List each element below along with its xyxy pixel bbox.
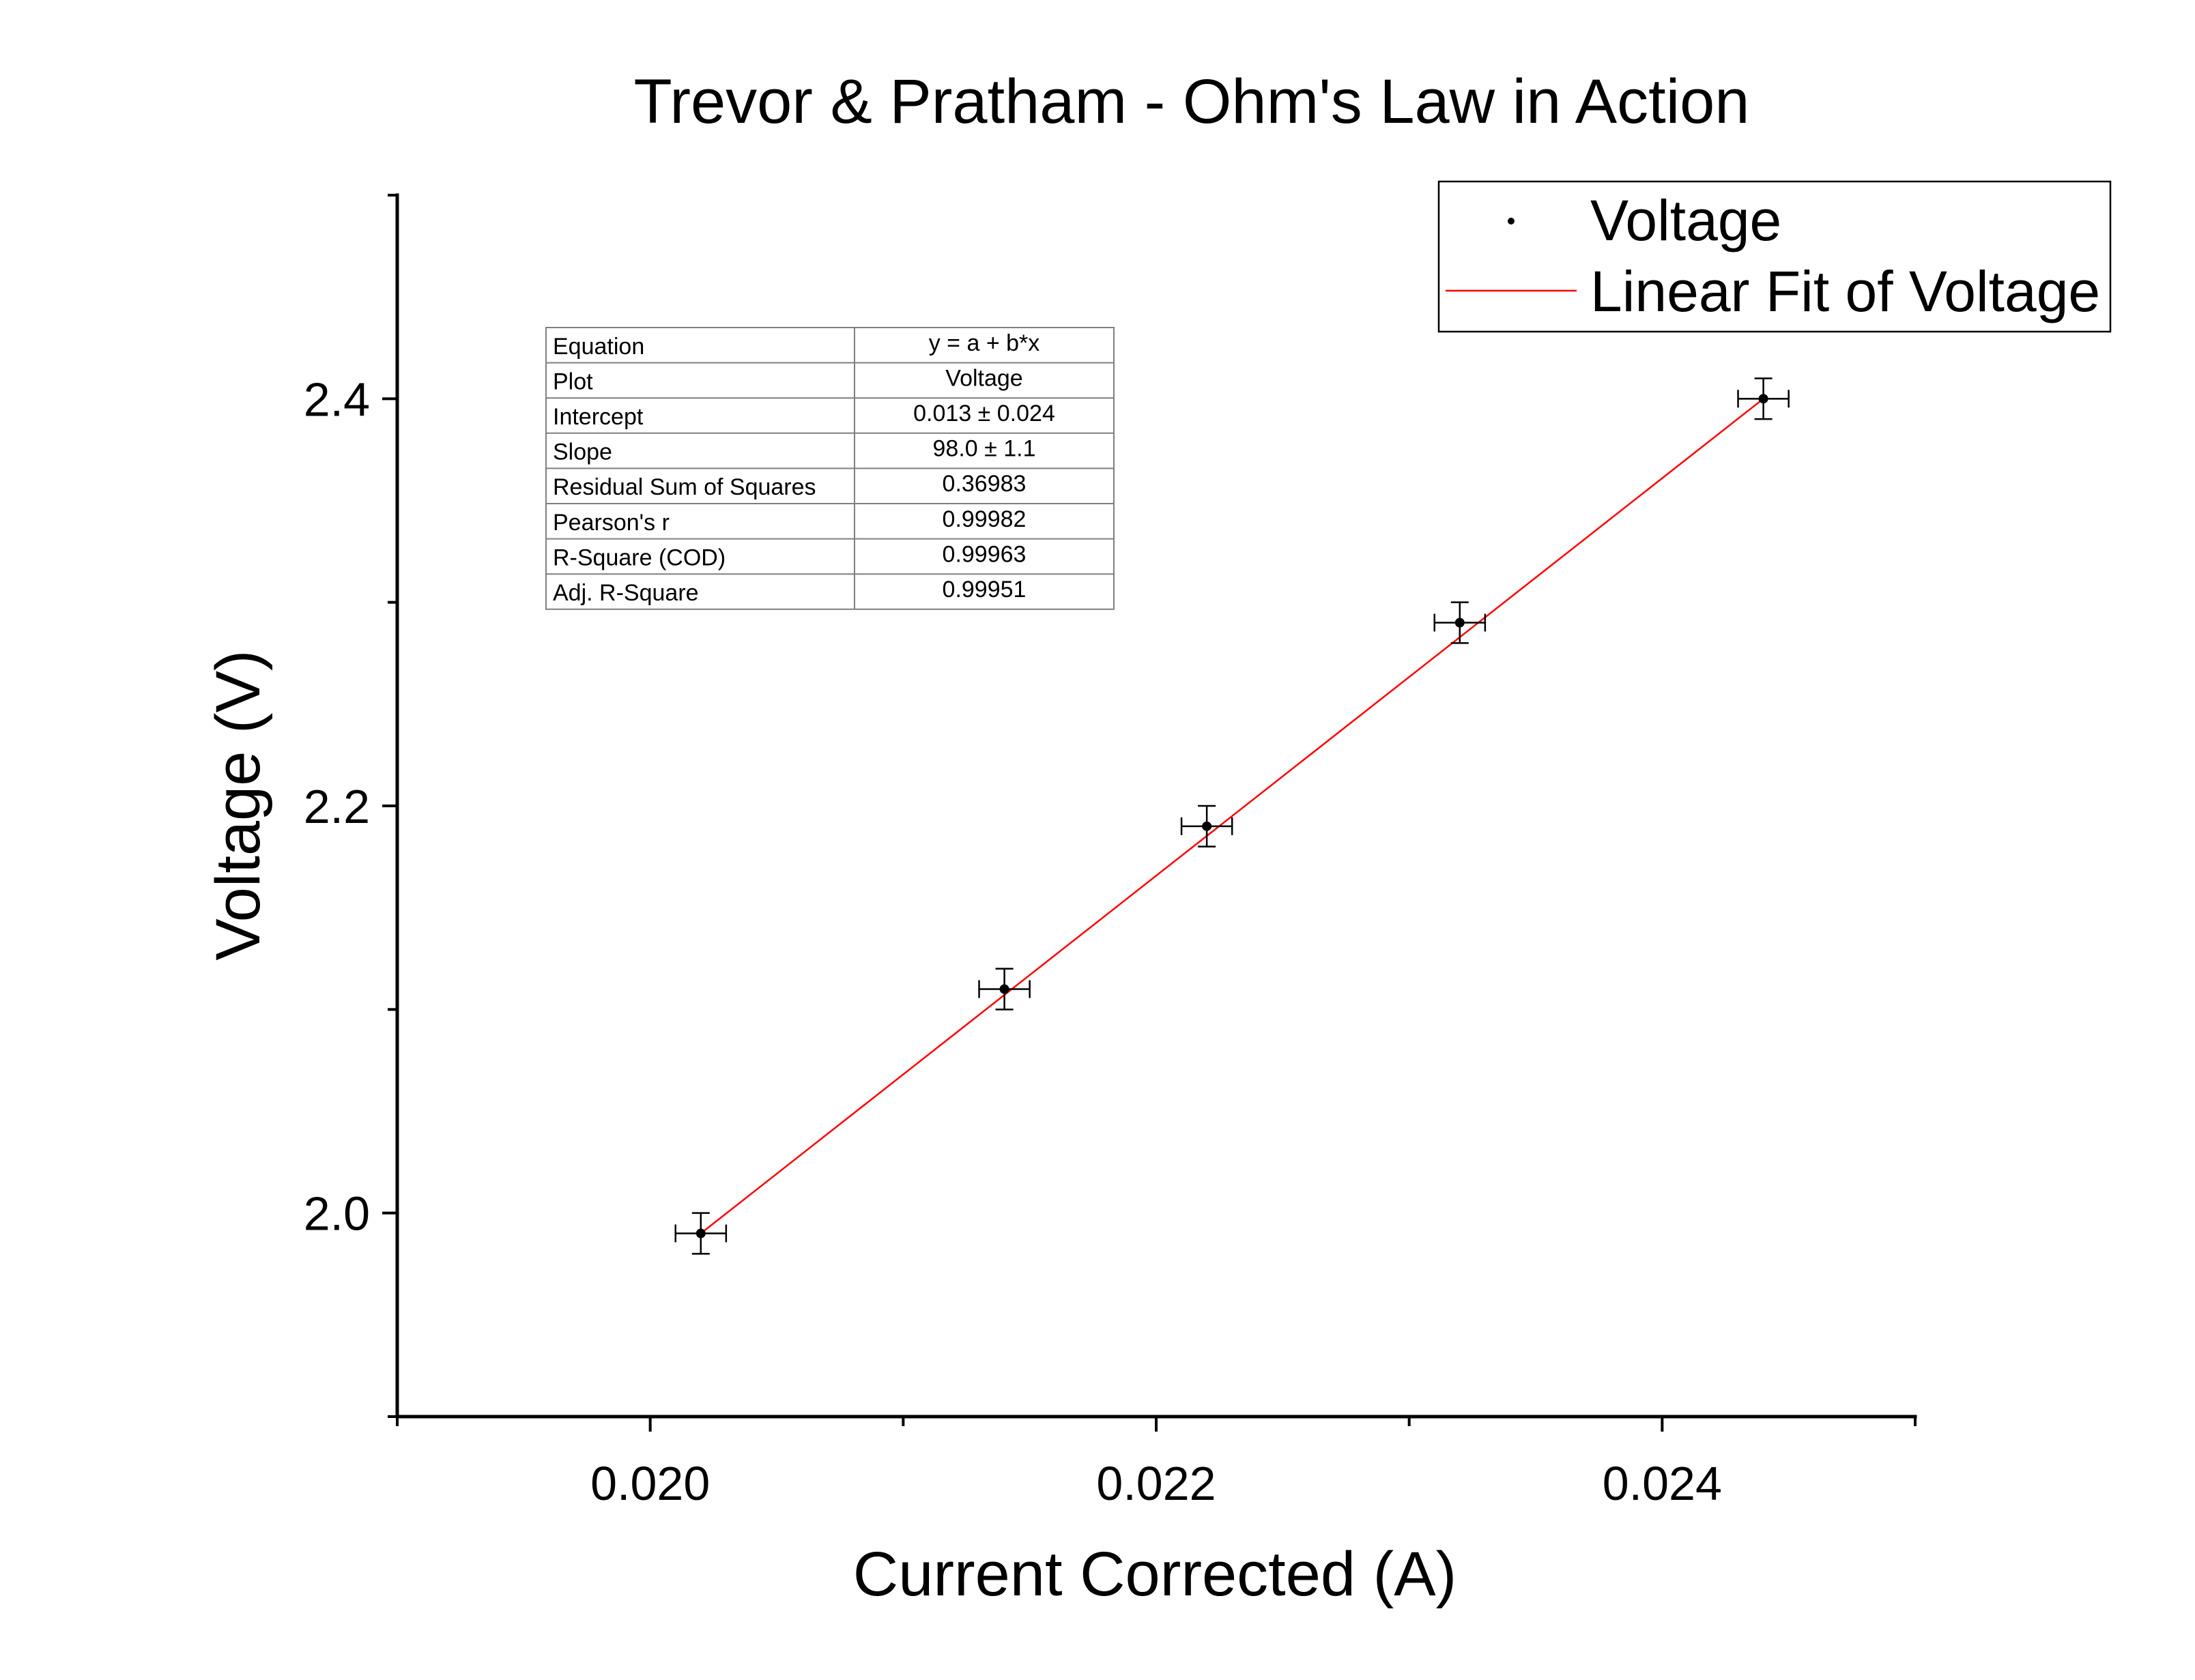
fit-line-group [700,398,1764,1234]
y-axis-ticks: 2.0 2.2 2.4 [304,194,397,1418]
data-point [1202,821,1212,831]
stats-table-value: 0.99982 [943,506,1027,532]
stats-table-value: 0.013 ± 0.024 [913,401,1055,426]
linear-fit-line [700,398,1764,1234]
stats-table-label: R-Square (COD) [553,545,726,570]
x-tick-label: 0.024 [1603,1457,1722,1510]
data-point [999,984,1009,994]
x-tick-label: 0.020 [590,1457,710,1510]
data-point [1758,394,1768,404]
y-tick-label: 2.4 [304,373,370,426]
data-point-group [1433,601,1487,644]
stats-table-value: 98.0 ± 1.1 [933,436,1036,462]
y-axis-label: Voltage (V) [203,650,273,960]
data-point-group [1180,805,1233,848]
stats-table-label: Plot [553,368,593,394]
stats-table-value: 0.99963 [943,541,1027,567]
stats-table-value: 0.36983 [943,471,1027,497]
data-point-group [1737,377,1790,420]
stats-table-value: y = a + b*x [929,330,1040,356]
data-point [1454,618,1465,628]
x-axis-label: Current Corrected (A) [853,1539,1457,1609]
legend-marker-voltage [1508,218,1515,225]
stats-table-label: Slope [553,439,612,465]
legend: Voltage Linear Fit of Voltage [1437,180,2112,333]
stats-table-label: Pearson's r [553,510,670,536]
legend-box [1437,180,2112,333]
x-axis-ticks: 0.020 0.022 0.024 [396,1417,1917,1510]
stats-table-value: 0.99951 [943,577,1027,603]
stats-table-label: Equation [553,334,644,360]
chart-title: Trevor & Pratham - Ohm's Law in Action [634,67,1750,136]
stats-table-label: Intercept [553,404,644,430]
stats-table-label: Adj. R-Square [553,580,699,606]
stats-table-label: Residual Sum of Squares [553,474,816,500]
x-tick-label: 0.022 [1096,1457,1216,1510]
data-point [695,1228,706,1239]
y-tick-label: 2.0 [304,1187,370,1241]
y-tick-label: 2.2 [304,780,370,833]
legend-label-voltage: Voltage [1590,188,1781,252]
stats-table-value: Voltage [945,365,1022,391]
stats-table: Equation y = a + b*x Plot Voltage Intercept 0… [545,327,1115,610]
data-points [674,377,1790,1255]
legend-label-linear-fit: Linear Fit of Voltage [1590,259,2100,323]
data-point-group [978,968,1031,1011]
data-point-group [674,1212,728,1255]
